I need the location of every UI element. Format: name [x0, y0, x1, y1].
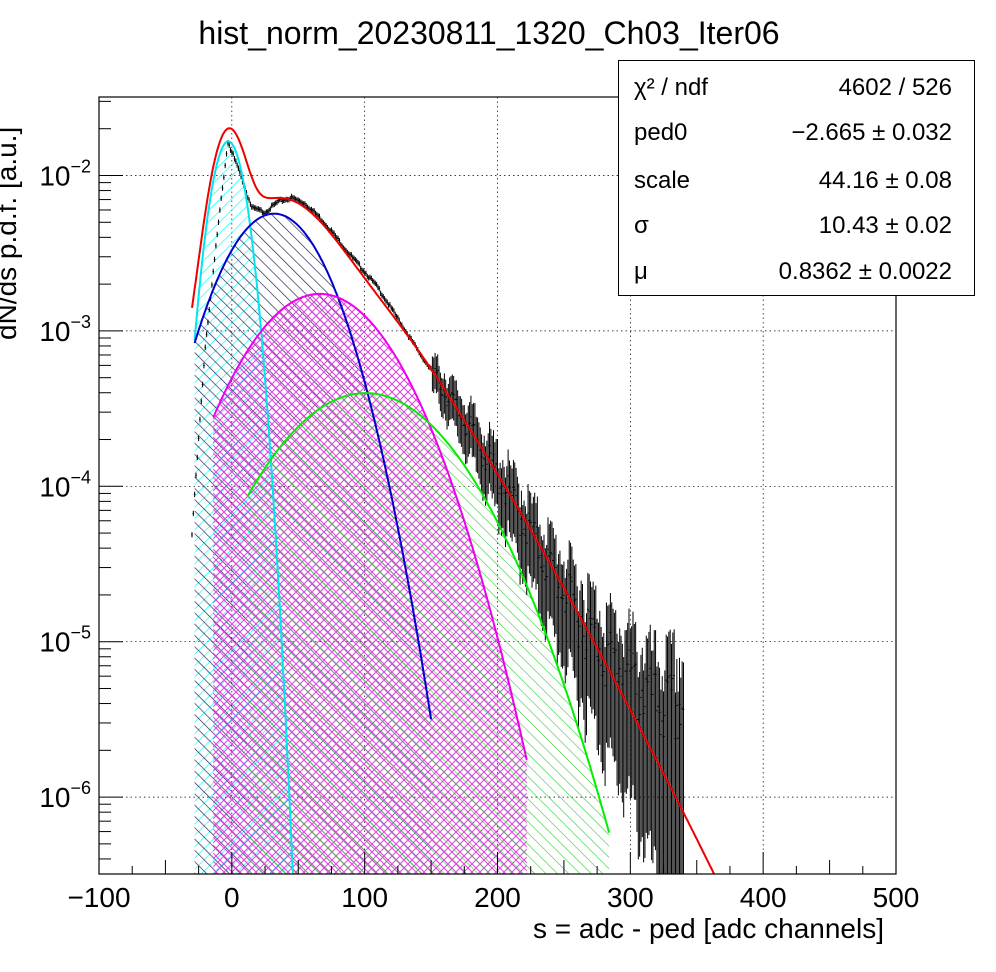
fit-curves: [191, 127, 716, 874]
x-axis-ticks: −100 0 100 200 300 400 500: [67, 852, 919, 913]
stats-row-ped0: ped0 −2.665 ± 0.032: [619, 119, 974, 159]
stats-value: 0.8362 ± 0.0022: [778, 258, 952, 285]
x-tick-label: 0: [224, 882, 240, 913]
component-curve-3: [246, 392, 611, 833]
total-fit-curve: [191, 127, 716, 874]
x-tick-label: 300: [607, 882, 654, 913]
component-fills: [194, 141, 610, 874]
x-tick-label: 500: [873, 882, 920, 913]
stats-row-mu: μ 0.8362 ± 0.0022: [619, 258, 974, 298]
x-tick-label: 200: [474, 882, 521, 913]
stats-name: χ² / ndf: [634, 74, 708, 101]
x-axis-label: s = adc - ped [adc channels]: [533, 913, 884, 944]
stats-name: σ: [634, 212, 649, 239]
stats-value: −2.665 ± 0.032: [791, 119, 952, 146]
stats-name: scale: [634, 167, 691, 194]
stats-value: 44.16 ± 0.08: [818, 167, 952, 194]
y-tick-label: 10−5: [39, 623, 91, 658]
y-axis-label: dN/ds p.d.f. [a.u.]: [0, 127, 22, 340]
component-curve-2: [212, 292, 528, 761]
stats-row-chi2: χ² / ndf 4602 / 526: [619, 74, 974, 114]
chart-title: hist_norm_20230811_1320_Ch03_Iter06: [198, 15, 779, 51]
stats-value: 4602 / 526: [838, 74, 952, 101]
stats-name: μ: [634, 258, 648, 285]
x-tick-label: −100: [67, 882, 130, 913]
stats-row-scale: scale 44.16 ± 0.08: [619, 167, 974, 207]
y-tick-label: 10−2: [39, 157, 91, 192]
fit-stats-box: χ² / ndf 4602 / 526 ped0 −2.665 ± 0.032 …: [618, 60, 975, 296]
stats-row-sigma: σ 10.43 ± 0.02: [619, 212, 974, 252]
stats-name: ped0: [634, 119, 688, 146]
y-tick-label: 10−4: [39, 467, 91, 502]
stats-value: 10.43 ± 0.02: [818, 212, 952, 239]
component-fill-3: [247, 393, 610, 874]
component-curve-0: [193, 140, 294, 874]
data-points: [191, 139, 685, 874]
component-curve-1: [193, 212, 433, 720]
x-tick-label: 100: [341, 882, 388, 913]
y-tick-label: 10−6: [39, 778, 91, 813]
y-tick-label: 10−3: [39, 312, 91, 347]
x-tick-label: 400: [740, 882, 787, 913]
y-axis-ticks: 10−2 10−3 10−4 10−5 10−6: [39, 100, 123, 860]
